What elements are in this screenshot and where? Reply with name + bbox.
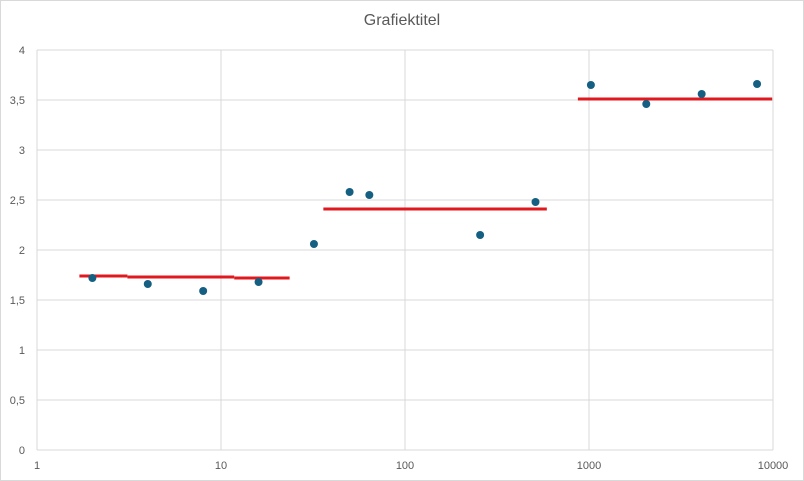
y-tick-label: 0,5: [10, 395, 25, 407]
x-tick-label: 10000: [758, 460, 789, 472]
y-tick-label: 0: [19, 445, 25, 457]
data-point: [143, 280, 152, 288]
step-segments: [79, 97, 773, 280]
grid-lines: [36, 49, 774, 451]
data-point: [531, 198, 540, 206]
chart-title: Grafiektitel: [363, 12, 441, 29]
y-tick-label: 3,5: [10, 95, 25, 107]
data-point: [345, 188, 354, 196]
data-point: [697, 90, 706, 98]
data-point: [642, 100, 651, 108]
y-tick-label: 1,5: [10, 295, 25, 307]
y-axis-labels: 0 0,5 1 1,5 2 2,5 3 3,5 4: [10, 45, 25, 457]
data-point: [753, 80, 762, 88]
y-tick-label: 4: [19, 45, 25, 57]
data-point: [309, 240, 318, 248]
data-point: [88, 274, 97, 282]
data-point: [586, 81, 595, 89]
data-point: [254, 278, 263, 286]
y-tick-label: 1: [19, 345, 25, 357]
data-point: [365, 191, 374, 199]
y-tick-label: 2,5: [10, 195, 25, 207]
y-tick-label: 3: [19, 145, 25, 157]
data-point: [476, 231, 485, 239]
x-tick-label: 1000: [577, 460, 601, 472]
x-tick-label: 10: [215, 460, 227, 472]
data-points: [88, 80, 762, 295]
y-tick-label: 2: [19, 245, 25, 257]
x-tick-label: 100: [396, 460, 414, 472]
x-axis-labels: 1 10 100 1000 10000: [34, 460, 788, 472]
x-tick-label: 1: [34, 460, 40, 472]
data-point: [199, 287, 208, 295]
